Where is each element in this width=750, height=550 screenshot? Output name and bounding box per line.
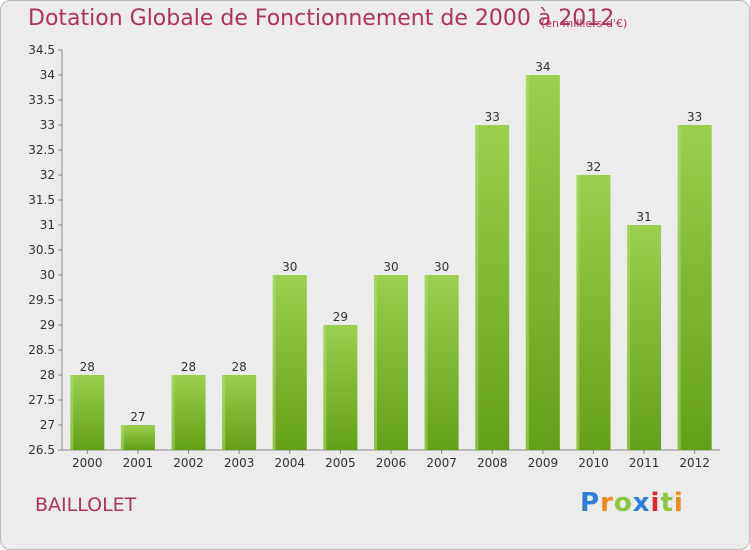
- x-tick-label: 2000: [72, 456, 103, 470]
- y-tick-label: 29: [40, 318, 55, 332]
- data-label: 28: [232, 360, 247, 374]
- data-label: 28: [181, 360, 196, 374]
- data-label: 33: [485, 110, 500, 124]
- y-tick-label: 28.5: [28, 343, 55, 357]
- bar-highlight: [323, 325, 327, 450]
- bar-2010: [576, 175, 611, 450]
- x-tick-label: 2003: [224, 456, 255, 470]
- bar-2007: [424, 275, 459, 450]
- x-tick-label: 2007: [426, 456, 457, 470]
- bar-2008: [475, 125, 510, 450]
- bar-highlight: [70, 375, 74, 450]
- data-label: 32: [586, 160, 601, 174]
- bar-2012: [677, 125, 712, 450]
- bar-2002: [171, 375, 206, 450]
- data-label: 28: [80, 360, 95, 374]
- bar-2006: [374, 275, 408, 450]
- y-tick-label: 27.5: [28, 393, 55, 407]
- y-tick-label: 28: [40, 368, 55, 382]
- y-tick-label: 31.5: [28, 193, 55, 207]
- bar-highlight: [222, 375, 226, 450]
- bar-2003: [222, 375, 257, 450]
- bar-highlight: [677, 125, 681, 450]
- x-tick-label: 2008: [477, 456, 508, 470]
- y-tick-label: 30: [40, 268, 55, 282]
- y-tick-label: 29.5: [28, 293, 55, 307]
- y-tick-label: 26.5: [28, 443, 55, 457]
- y-tick-label: 34.5: [28, 43, 55, 57]
- bar-highlight: [374, 275, 377, 450]
- bar-highlight: [424, 275, 428, 450]
- x-tick-label: 2011: [629, 456, 660, 470]
- bar-2001: [120, 425, 155, 450]
- place-name: BAILLOLET: [35, 494, 137, 516]
- x-tick-label: 2002: [173, 456, 204, 470]
- data-label: 29: [333, 310, 348, 324]
- bar-2000: [70, 375, 105, 450]
- data-label: 31: [636, 210, 651, 224]
- proxiti-logo: Proxiti: [580, 488, 684, 518]
- x-tick-label: 2004: [274, 456, 305, 470]
- y-tick-label: 32.5: [28, 143, 55, 157]
- y-tick-label: 27: [40, 418, 55, 432]
- bar-highlight: [120, 425, 124, 450]
- y-tick-label: 33.5: [28, 93, 55, 107]
- bar-2011: [627, 225, 662, 450]
- bar-2004: [272, 275, 307, 450]
- bar-highlight: [272, 275, 276, 450]
- x-tick-label: 2012: [679, 456, 710, 470]
- x-tick-label: 2009: [528, 456, 559, 470]
- y-tick-label: 31: [40, 218, 55, 232]
- bar-2009: [525, 75, 560, 450]
- x-tick-label: 2001: [123, 456, 154, 470]
- bar-highlight: [475, 125, 479, 450]
- y-tick-label: 34: [40, 68, 55, 82]
- bar-2005: [323, 325, 358, 450]
- x-tick-label: 2010: [578, 456, 609, 470]
- chart-title: Dotation Globale de Fonctionnement de 20…: [28, 6, 615, 31]
- data-label: 30: [434, 260, 449, 274]
- data-label: 27: [130, 410, 145, 424]
- data-label: 30: [282, 260, 297, 274]
- bar-highlight: [627, 225, 631, 450]
- x-tick-label: 2005: [325, 456, 356, 470]
- data-label: 30: [383, 260, 398, 274]
- data-label: 34: [535, 60, 550, 74]
- chart-subtitle: (en milliers d'€): [541, 17, 628, 30]
- bar-highlight: [576, 175, 580, 450]
- bar-highlight: [171, 375, 175, 450]
- y-tick-label: 30.5: [28, 243, 55, 257]
- y-tick-label: 33: [40, 118, 55, 132]
- bar-highlight: [525, 75, 529, 450]
- x-tick-label: 2006: [376, 456, 407, 470]
- y-tick-label: 32: [40, 168, 55, 182]
- data-label: 33: [687, 110, 702, 124]
